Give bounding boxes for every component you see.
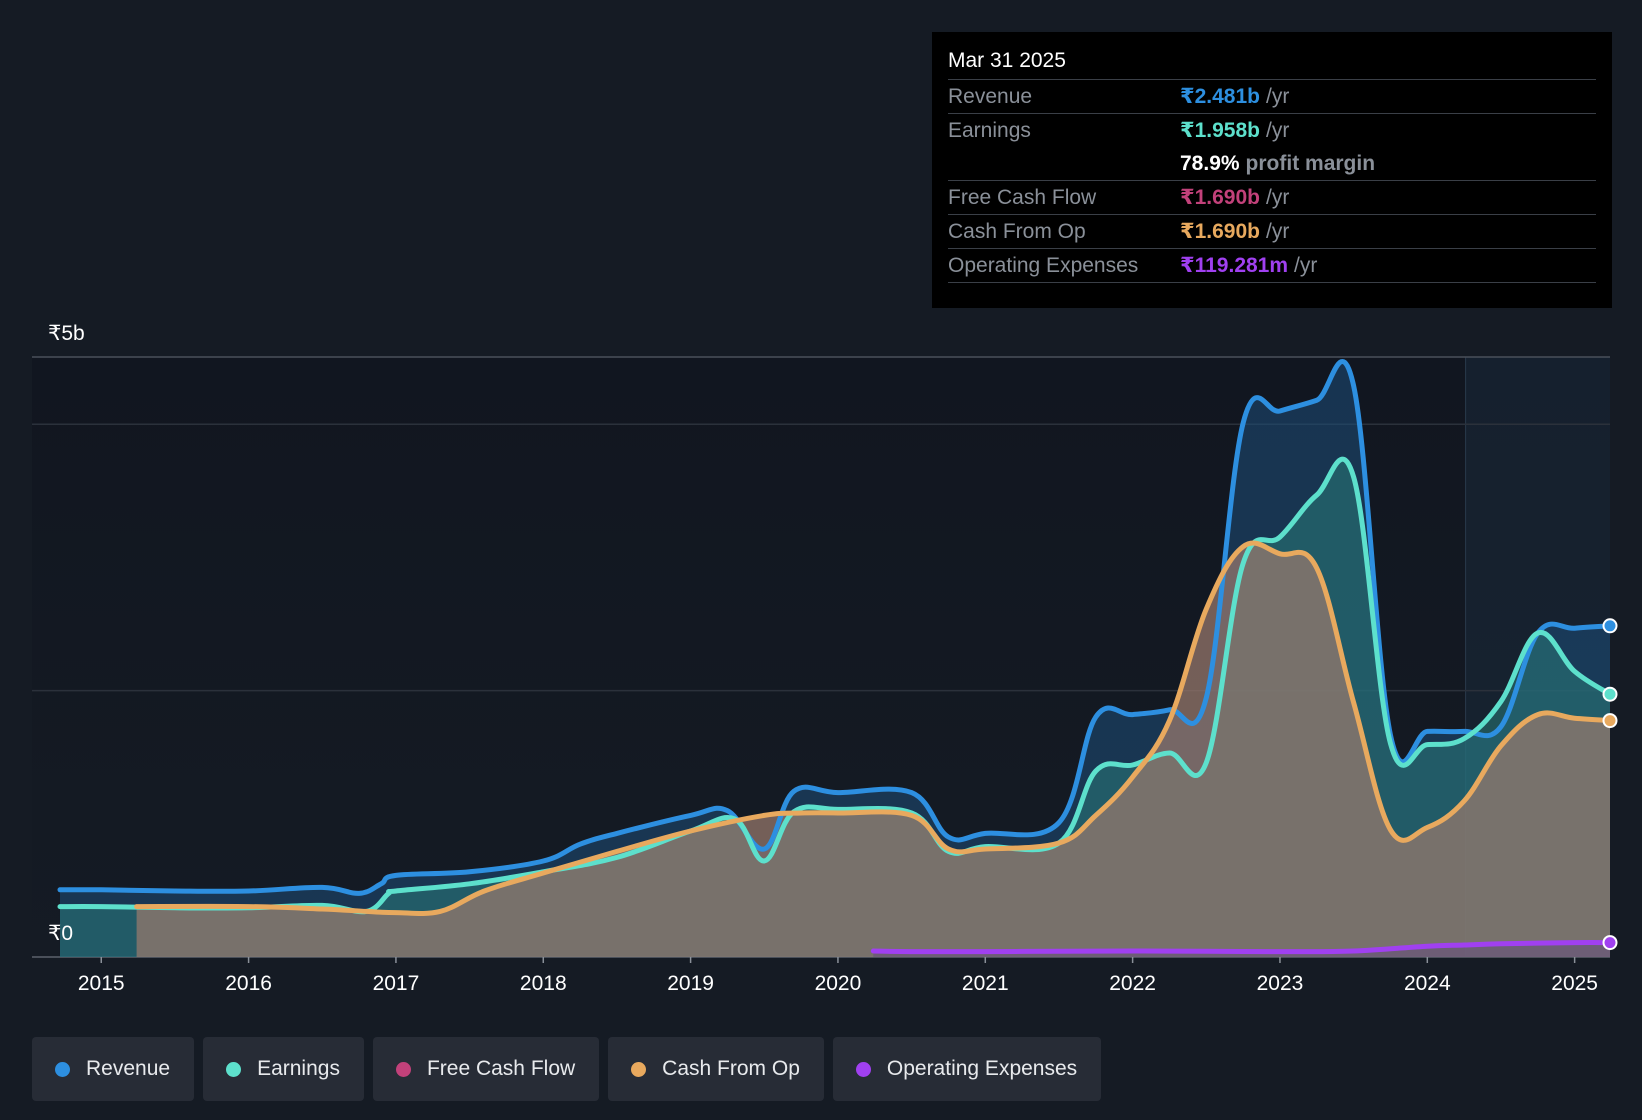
tooltip-value: ₹1.690b [1180,186,1260,209]
series-lines [57,358,1613,955]
legend-dot-icon [55,1061,70,1077]
tooltip-date: Mar 31 2025 [948,49,1066,72]
revenue-endpoint [1602,618,1618,634]
legend-item-revenue[interactable]: Revenue [32,1037,195,1101]
tooltip-unit: /yr [1294,253,1318,277]
tooltip-value: ₹1.958b [1180,119,1260,142]
tooltip-row-cfo: Cash From Op ₹1.690b /yr [948,214,1596,248]
legend-dot-icon [855,1061,871,1077]
x-tick-label: 2015 [78,972,125,995]
tooltip-row-revenue: Revenue ₹2.481b /yr [948,79,1596,113]
tooltip-unit: /yr [1266,84,1290,108]
tooltip-row-earnings: Earnings ₹1.958b /yr [948,113,1596,147]
x-tick-label: 2018 [520,972,567,995]
tooltip-label: Revenue [948,84,1033,108]
tooltip-label: Operating Expenses [948,253,1139,277]
earnings-endpoint [1602,686,1618,702]
tooltip-value: ₹119.281m [1180,254,1289,277]
operating-expenses-line [870,940,1613,955]
legend-dot-icon [395,1061,411,1077]
legend-item-earnings[interactable]: Earnings [203,1037,364,1101]
data-tooltip: Mar 31 2025 Revenue ₹2.481b /yr Earnings… [932,32,1612,308]
legend-item-free-cash-flow[interactable]: Free Cash Flow [372,1037,600,1101]
x-tick-label: 2022 [1109,972,1156,995]
legend-label: Revenue [86,1057,171,1080]
operating-expenses-endpoint [1602,935,1618,951]
x-tick-label: 2020 [815,972,862,995]
tooltip-row-opex: Operating Expenses ₹119.281m /yr [948,248,1596,283]
chart-legend: Revenue Earnings Free Cash Flow Cash Fro… [32,1037,1110,1101]
tooltip-label: Free Cash Flow [948,185,1097,209]
legend-item-cash-from-op[interactable]: Cash From Op [608,1037,824,1101]
legend-dot-icon [631,1061,647,1077]
tooltip-value: ₹1.690b [1180,220,1260,243]
x-tick-label: 2023 [1257,972,1304,995]
tooltip-row-fcf: Free Cash Flow ₹1.690b /yr [948,180,1596,214]
tooltip-unit: /yr [1266,118,1290,142]
cash-from-op-line [134,540,1613,916]
tooltip-value: ₹2.481b [1180,85,1260,108]
tooltip-label: Earnings [948,118,1031,142]
series-endpoints [1602,618,1618,951]
x-axis-ticks: 2015 2016 2017 2018 2019 2020 2021 2022 2023 2024… [78,957,1598,995]
legend-label: Cash From Op [662,1057,800,1080]
legend-item-operating-expenses[interactable]: Operating Expenses [832,1037,1102,1101]
legend-label: Free Cash Flow [426,1057,576,1080]
x-tick-label: 2021 [962,972,1009,995]
legend-dot-icon [226,1061,242,1077]
x-tick-label: 2016 [225,972,272,995]
tooltip-unit: /yr [1266,219,1290,243]
tooltip-unit: /yr [1266,185,1290,209]
tooltip-margin-text: profit margin [1245,151,1376,175]
tooltip-margin-value: 78.9% [1180,151,1240,175]
tooltip-row-margin: 78.9% profit margin [948,147,1596,180]
x-tick-label: 2017 [373,972,420,995]
cash-from-op-area [136,542,1611,957]
y-axis-top-label: ₹5b [48,322,85,345]
x-tick-label: 2025 [1551,972,1598,995]
y-axis-bottom-label: ₹0 [48,922,73,945]
x-tick-label: 2019 [667,972,714,995]
legend-label: Operating Expenses [886,1057,1078,1080]
x-tick-label: 2024 [1404,972,1451,995]
cash-from-op-endpoint [1602,713,1618,729]
tooltip-label: Cash From Op [948,219,1086,243]
legend-label: Earnings [257,1057,340,1080]
